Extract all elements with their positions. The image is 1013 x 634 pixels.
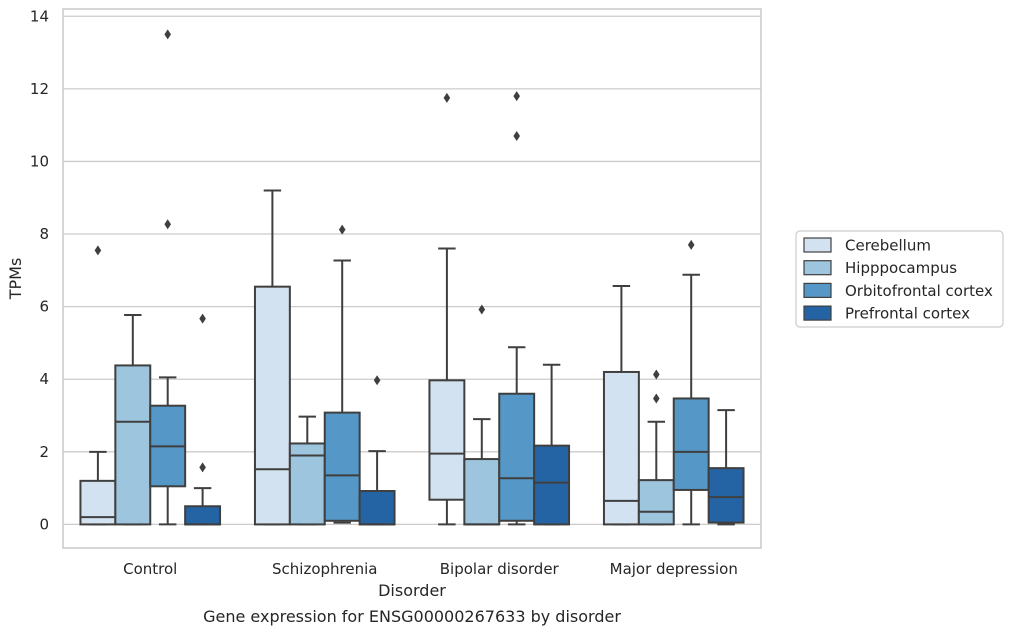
y-axis-label: TPMs [6, 258, 25, 301]
x-tick-label: Major depression [610, 560, 738, 578]
y-tick-label: 2 [39, 443, 49, 461]
outlier-point [164, 29, 171, 40]
box-2-0 [428, 92, 466, 526]
box-3-2 [672, 239, 710, 526]
legend-entry: Hipppocampus [845, 259, 957, 277]
y-tick-label: 4 [39, 370, 49, 388]
box-body [358, 490, 396, 526]
outlier-point [164, 219, 171, 230]
x-tick-labels: Control Schizophrenia Bipolar disorder Majo… [123, 560, 738, 578]
outlier-point [513, 91, 520, 102]
box-1-3 [358, 375, 396, 526]
legend-swatch [803, 282, 832, 298]
outlier-point [199, 313, 206, 324]
box-body [637, 479, 675, 526]
outlier-point [373, 375, 381, 386]
box-3-1 [637, 369, 675, 526]
box-0-3 [184, 313, 222, 526]
box-1-1 [288, 415, 326, 526]
outlier-point [513, 131, 520, 142]
box-body [463, 458, 501, 526]
y-tick-label: 10 [30, 152, 49, 170]
box-body [672, 397, 710, 491]
y-tick-label: 12 [30, 80, 49, 98]
box-body [498, 392, 536, 522]
box-body [533, 444, 571, 526]
box-2-1 [463, 304, 501, 526]
x-tick-label: Control [123, 560, 177, 578]
box-body [253, 285, 291, 526]
x-tick-label: Bipolar disorder [440, 560, 560, 578]
x-tick-label: Schizophrenia [272, 560, 377, 578]
box-body [707, 467, 745, 524]
box-1-2 [323, 224, 361, 524]
box-3-3 [707, 409, 745, 526]
box-body [428, 379, 466, 501]
legend-frame [795, 230, 1004, 328]
box-2-3 [533, 363, 571, 526]
legend-swatch [803, 260, 832, 276]
outlier-point [443, 92, 451, 103]
y-tick-label: 8 [39, 225, 49, 243]
box-1-0 [253, 189, 291, 526]
outlier-point [478, 304, 486, 315]
box-body [288, 442, 326, 526]
chart-caption: Gene expression for ENSG00000267633 by d… [203, 607, 621, 626]
box-0-1 [114, 313, 152, 526]
box-2-2 [498, 91, 536, 526]
legend-swatch [803, 237, 832, 253]
outlier-point [687, 239, 695, 250]
y-tick-label: 6 [39, 298, 49, 316]
x-axis-label: Disorder [378, 581, 446, 600]
y-tick-labels: 0 2 4 6 8 10 12 14 [30, 7, 49, 533]
outlier-point [653, 369, 660, 380]
box-body [184, 505, 222, 526]
y-tick-label: 14 [30, 7, 49, 25]
legend-entry: Cerebellum [845, 237, 931, 255]
legend-entry: Prefrontal cortex [845, 305, 970, 323]
legend-entry: Orbitofrontal cortex [845, 282, 993, 300]
box-body [114, 364, 152, 526]
legend: Cerebellum Hipppocampus Orbitofrontal cort… [795, 230, 1004, 328]
outlier-point [94, 245, 102, 256]
legend-swatch [803, 305, 832, 321]
box-0-2 [149, 29, 187, 526]
plot-area-frame [62, 8, 762, 549]
box-0-0 [79, 245, 117, 526]
outlier-point [338, 224, 346, 235]
outlier-point [653, 393, 660, 404]
outlier-point [199, 462, 206, 473]
y-tick-label: 0 [39, 515, 49, 533]
boxes [79, 29, 745, 526]
box-body [323, 411, 361, 522]
box-3-0 [602, 284, 640, 526]
box-body [602, 370, 640, 526]
